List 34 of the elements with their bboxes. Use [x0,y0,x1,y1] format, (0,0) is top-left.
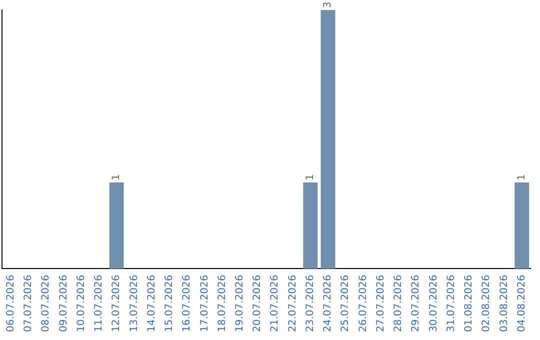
x-tick-label: 27.07.2026 [375,274,386,332]
x-tick-label: 18.07.2026 [216,274,228,332]
x-tick-label: 21.07.2026 [270,274,281,332]
data-label: 1 [516,174,528,180]
x-tick-label: 26.07.2026 [358,274,369,332]
data-label: 1 [304,174,316,180]
x-tick-label: 17.07.2026 [199,274,210,332]
x-tick-label: 25.07.2026 [340,274,352,332]
x-tick-label: 16.07.2026 [182,274,193,332]
x-tick-label: 02.08.2026 [481,274,492,332]
x-tick-label: 15.07.2026 [164,274,176,332]
x-tick-label: 24.07.2026 [322,274,334,332]
x-tick-label: 08.07.2026 [40,274,52,332]
x-tick-label: 10.07.2026 [76,274,87,332]
x-tick-label: 13.07.2026 [128,274,140,332]
x-tick-label: 31.07.2026 [446,274,457,332]
x-tick-label: 20.07.2026 [252,274,264,332]
x-tick-label: 11.07.2026 [94,274,105,332]
x-tick-label: 23.07.2026 [304,274,316,332]
x-tick-label: 07.07.2026 [23,274,34,332]
data-label: 1 [111,174,122,180]
x-tick-label: 03.08.2026 [498,274,510,332]
x-tick-label: 22.07.2026 [287,274,298,332]
x-tick-label: 28.07.2026 [393,274,404,332]
x-tick-label: 04.08.2026 [516,274,528,332]
x-tick-label: 19.07.2026 [234,274,246,332]
x-tick-label: 29.07.2026 [410,274,422,332]
x-tick-label: 09.07.2026 [58,274,70,332]
x-tick-label: 30.07.2026 [428,274,440,332]
x-tick-label: 06.07.2026 [5,274,16,332]
data-label: 3 [322,2,334,8]
x-tick-label: 01.08.2026 [464,274,475,332]
x-tick-label: 12.07.2026 [111,274,122,332]
x-tick-label: 14.07.2026 [146,274,158,332]
